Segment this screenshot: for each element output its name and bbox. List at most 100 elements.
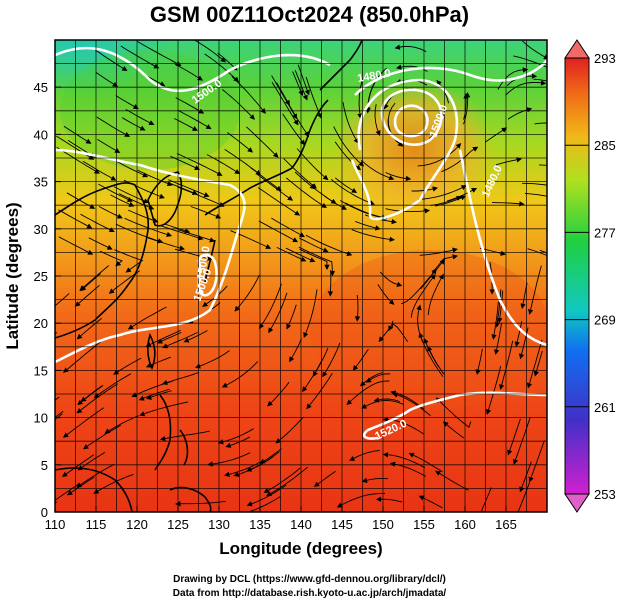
- streamline: [401, 268, 437, 305]
- streamline: [285, 247, 316, 263]
- streamline: [507, 418, 521, 456]
- streamline: [340, 200, 388, 221]
- streamline: [124, 217, 173, 237]
- streamline: [276, 246, 307, 262]
- streamline: [522, 40, 547, 60]
- streamline: [505, 80, 547, 96]
- streamline: [497, 290, 504, 324]
- streamline: [266, 466, 308, 497]
- streamline: [392, 392, 431, 417]
- streamline: [507, 107, 533, 120]
- streamline: [430, 195, 463, 207]
- streamline: [518, 327, 529, 360]
- streamline: [513, 55, 547, 68]
- streamline: [95, 71, 119, 87]
- streamline: [174, 248, 213, 261]
- streamline: [365, 373, 391, 383]
- grid-lines: [55, 40, 547, 512]
- streamline: [330, 179, 375, 206]
- x-tick-label: 130: [208, 517, 230, 532]
- streamline: [355, 220, 381, 231]
- streamline: [410, 273, 436, 318]
- coastline: [147, 332, 156, 370]
- streamline: [374, 104, 381, 137]
- streamline: [435, 397, 472, 428]
- wind-streamlines: [55, 40, 547, 512]
- streamline: [533, 78, 547, 82]
- coastline: [55, 467, 133, 512]
- streamline: [431, 254, 459, 273]
- geopotential-contours: [55, 46, 547, 440]
- streamline: [282, 113, 306, 146]
- streamline: [493, 322, 503, 355]
- streamline: [394, 44, 427, 53]
- streamline: [88, 237, 113, 250]
- y-tick-label: 15: [34, 363, 48, 378]
- x-tick-label: 155: [413, 517, 435, 532]
- streamline: [93, 473, 134, 494]
- streamline: [55, 293, 70, 307]
- colorbar-tick-label: 293: [594, 51, 616, 66]
- x-tick-label: 120: [126, 517, 148, 532]
- x-tick-label: 135: [249, 517, 271, 532]
- streamline: [419, 247, 458, 256]
- streamline: [115, 223, 164, 244]
- streamline: [128, 209, 159, 223]
- streamline: [375, 496, 403, 503]
- streamline: [327, 269, 334, 297]
- coastlines: [55, 40, 363, 512]
- streamline: [190, 206, 222, 219]
- streamline: [360, 159, 395, 181]
- streamline: [303, 289, 318, 339]
- streamline: [258, 220, 299, 243]
- streamline: [346, 380, 390, 406]
- y-axis-label: Latitude (degrees): [3, 202, 22, 349]
- contour-label: 1480.0: [356, 67, 391, 85]
- streamline: [55, 413, 63, 421]
- contour-1500-north: [55, 46, 331, 93]
- streamline: [336, 493, 385, 508]
- streamline: [524, 192, 547, 197]
- y-tick-label: 5: [41, 458, 48, 473]
- streamline: [161, 372, 199, 386]
- streamline: [442, 421, 464, 439]
- streamline: [349, 449, 380, 461]
- streamline: [99, 250, 123, 267]
- streamline: [305, 76, 323, 119]
- streamline: [250, 167, 282, 192]
- coastline: [204, 99, 329, 216]
- streamline: [306, 372, 333, 410]
- streamline: [58, 236, 94, 255]
- x-tick-label: 110: [45, 517, 66, 532]
- streamline: [83, 425, 121, 450]
- streamline: [110, 194, 135, 207]
- coastline: [204, 239, 216, 283]
- x-tick-label: 150: [372, 517, 394, 532]
- streamline: [125, 109, 155, 126]
- x-axis-label: Longitude (degrees): [219, 539, 382, 558]
- contour-1520: [362, 391, 547, 440]
- coastline: [55, 182, 150, 339]
- streamline: [175, 97, 205, 114]
- streamline: [292, 71, 304, 96]
- streamline: [127, 306, 167, 330]
- streamline: [408, 452, 443, 473]
- streamline: [351, 229, 395, 242]
- contour-1500-east: [350, 149, 547, 347]
- streamline: [528, 440, 545, 483]
- colorbar-bottom-arrow: [564, 493, 590, 513]
- streamline: [137, 169, 173, 187]
- streamline: [118, 193, 155, 210]
- x-axis: 110 115 120 125 130 135 140 145 150 155 160 165: [45, 506, 517, 532]
- streamline: [177, 186, 225, 207]
- streamline: [283, 158, 317, 189]
- streamline: [94, 49, 128, 72]
- streamline: [546, 46, 547, 48]
- streamline: [96, 116, 131, 137]
- streamline: [517, 477, 532, 512]
- contour-low-ring-1: [380, 88, 443, 146]
- streamline: [162, 331, 198, 349]
- contour-1480: [354, 59, 547, 96]
- colorbar-top-arrow: [564, 39, 590, 59]
